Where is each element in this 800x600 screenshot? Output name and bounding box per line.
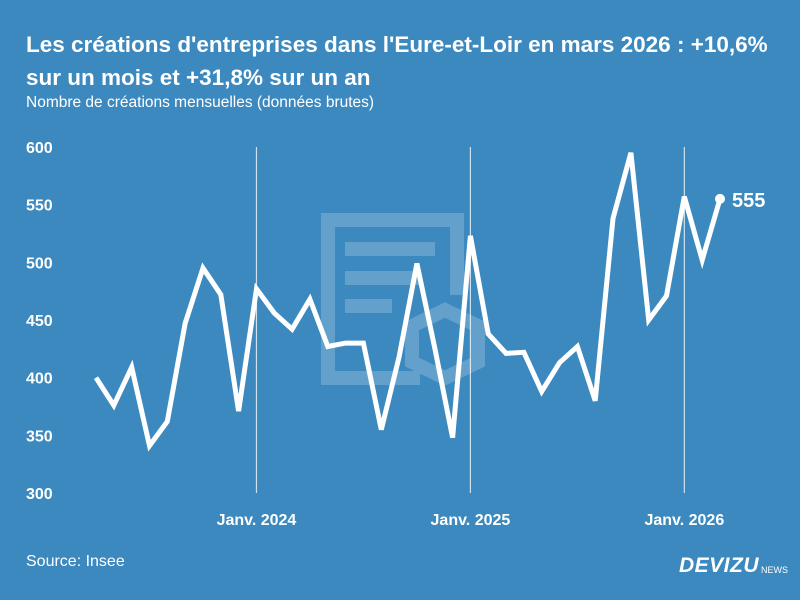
y-tick-label: 450 [26, 313, 53, 330]
data-point [715, 193, 725, 204]
y-tick-label: 600 [26, 140, 53, 157]
y-tick-label: 550 [26, 198, 53, 215]
logo-sub: NEWS [761, 565, 788, 575]
source-note: Source: Insee [26, 553, 125, 570]
x-tick-label: Janv. 2026 [644, 512, 724, 529]
y-tick-label: 400 [26, 371, 53, 388]
chart-title: Les créations d'entreprises dans l'Eure-… [26, 32, 768, 90]
logo-main: DEVIZU [678, 554, 759, 577]
series-line [93, 152, 723, 452]
x-tick-label: Janv. 2024 [217, 512, 297, 529]
y-tick-label: 300 [26, 486, 53, 503]
y-tick-label: 350 [26, 428, 53, 445]
devizu-logo: DEVIZU NEWS [679, 554, 788, 578]
y-tick-label: 500 [26, 255, 53, 272]
watermark-icon [321, 213, 485, 386]
last-value-label: 555 [732, 190, 765, 212]
x-tick-label: Janv. 2025 [431, 512, 511, 529]
chart-subtitle: Nombre de créations mensuelles (données … [26, 94, 375, 111]
